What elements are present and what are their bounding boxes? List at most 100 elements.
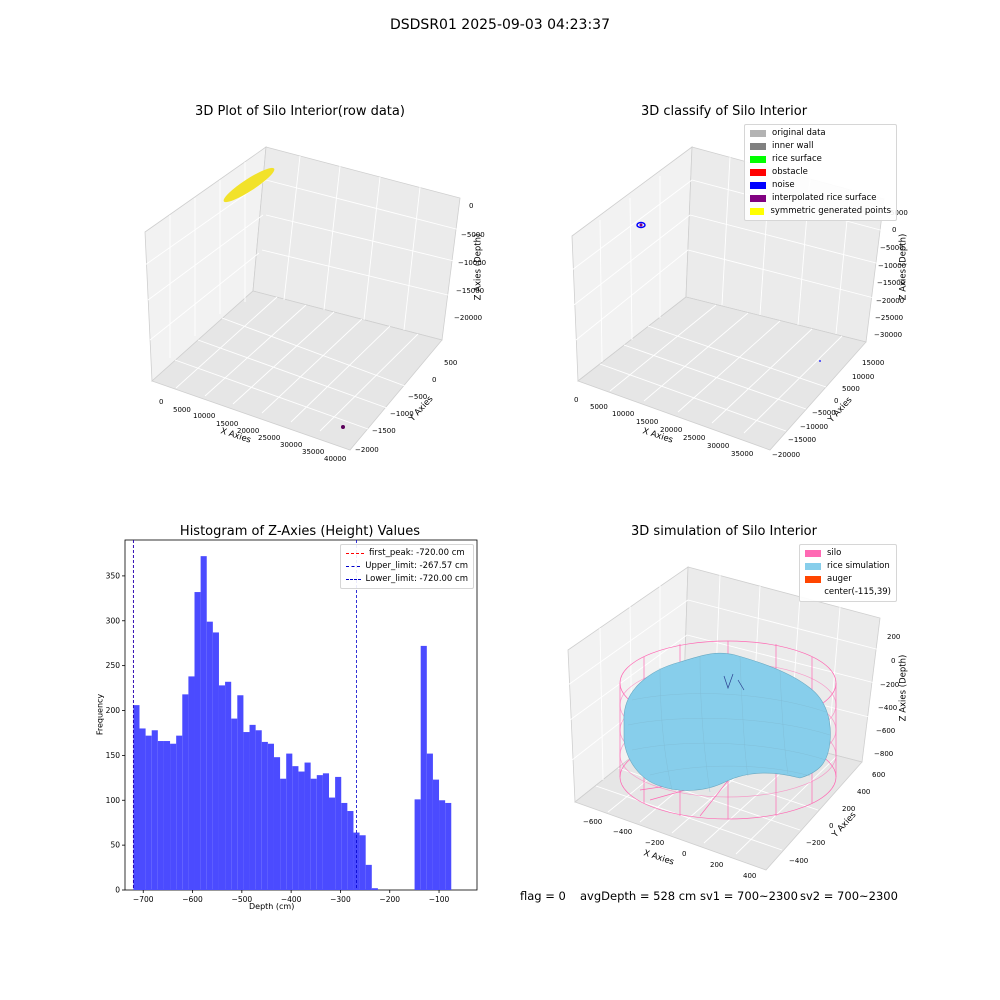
histogram-bar	[145, 735, 152, 890]
histogram-bar	[182, 694, 189, 890]
legend-swatch	[750, 208, 765, 215]
histogram-bar	[218, 685, 226, 890]
histogram-bar	[170, 743, 177, 890]
panel3-title: Histogram of Z-Axies (Height) Values	[179, 524, 421, 539]
histogram-vlines	[132, 540, 357, 890]
legend-item-rice-simulation: rice simulation	[805, 560, 891, 573]
legend-item-lower-limit: Lower_limit: -720.00 cm	[346, 573, 468, 586]
legend-item-center: center(-115,39)	[805, 586, 891, 599]
panel2-legend: original data inner wall rice surface ob…	[744, 124, 897, 221]
histogram-bar	[347, 811, 354, 890]
legend-swatch	[750, 169, 766, 176]
legend-label: inner wall	[772, 141, 814, 151]
legend-swatch	[750, 143, 766, 150]
histogram-bar	[176, 735, 183, 890]
legend-item-interpolated: interpolated rice surface	[750, 192, 891, 205]
legend-label: auger	[827, 574, 852, 584]
legend-swatch	[805, 550, 821, 557]
histogram-bar	[157, 741, 164, 890]
histogram-ytick-label: 200	[106, 706, 121, 715]
panel1-panes	[144, 146, 461, 451]
legend-label: interpolated rice surface	[772, 193, 877, 203]
histogram-bar	[304, 762, 311, 890]
footer-sv1: sv1 = 700~2300	[700, 889, 798, 903]
histogram-bar	[194, 592, 201, 890]
histogram-bar	[359, 835, 366, 890]
legend-label: Upper_limit: -267.57 cm	[365, 561, 468, 571]
panel1-title: 3D Plot of Silo Interior(row data)	[195, 104, 405, 119]
legend-swatch	[750, 156, 766, 163]
legend-swatch	[805, 589, 818, 596]
legend-swatch	[750, 182, 766, 189]
histogram-bar	[267, 743, 274, 890]
histogram-bar	[439, 800, 446, 890]
histogram-bar	[212, 632, 219, 890]
histogram-bar	[261, 741, 268, 890]
legend-item-silo: silo	[805, 547, 891, 560]
legend-label: silo	[827, 548, 842, 558]
histogram-bar	[292, 766, 299, 890]
histogram-bar	[237, 695, 244, 890]
histogram-xtick-label: −200	[379, 895, 400, 904]
legend-item-original-data: original data	[750, 127, 891, 140]
histogram-bar	[243, 732, 250, 890]
histogram-xtick-label: −100	[429, 895, 450, 904]
histogram-bar	[420, 645, 427, 890]
histogram-bar	[163, 741, 171, 890]
histogram-ytick-label: 350	[106, 571, 121, 580]
legend-item-auger: auger	[805, 573, 891, 586]
auger-marker	[723, 673, 745, 691]
histogram-bar	[335, 776, 342, 890]
histogram-bars	[133, 556, 452, 890]
histogram-bar	[426, 753, 433, 890]
legend-label: Lower_limit: -720.00 cm	[365, 574, 468, 584]
legend-label: obstacle	[772, 167, 808, 177]
legend-item-upper-limit: Upper_limit: -267.57 cm	[346, 560, 468, 573]
histogram-xtick-label: −600	[182, 895, 203, 904]
histogram-xlabel: Depth (cm)	[249, 902, 295, 911]
histogram-bar	[249, 724, 256, 890]
panel1-raw-points-cluster	[223, 167, 275, 203]
legend-label: symmetric generated points	[770, 206, 891, 216]
legend-label: center(-115,39)	[824, 587, 891, 597]
histogram-bar	[365, 864, 372, 890]
panel2-floor-pane	[577, 296, 867, 451]
legend-item-rice-surface: rice surface	[750, 153, 891, 166]
legend-swatch	[750, 195, 766, 202]
histogram-bar	[286, 753, 293, 890]
panel4-legend: silo rice simulation auger center(-115,3…	[799, 544, 897, 602]
histogram-bar	[133, 705, 140, 890]
histogram-xtick-label: −700	[133, 895, 154, 904]
histogram-bar	[231, 718, 238, 890]
histogram-bar	[273, 757, 281, 890]
panel2-noise-cluster	[636, 221, 646, 229]
legend-item-obstacle: obstacle	[750, 166, 891, 179]
histogram-bar	[329, 797, 336, 890]
legend-label: first_peak: -720.00 cm	[369, 548, 465, 558]
legend-item-first-peak: first_peak: -720.00 cm	[346, 547, 468, 560]
histogram-ytick-label: 50	[110, 841, 120, 850]
histogram-bar	[445, 802, 452, 890]
legend-label: noise	[772, 180, 795, 190]
histogram-bar	[280, 778, 287, 890]
histogram-bar	[414, 799, 421, 890]
histogram-xtick-label: −500	[232, 895, 253, 904]
legend-item-symmetric: symmetric generated points	[750, 205, 891, 218]
footer-sv2: sv2 = 700~2300	[800, 889, 898, 903]
histogram-bar	[225, 681, 232, 890]
panel1-floor-pane	[151, 290, 443, 451]
legend-swatch	[750, 130, 766, 137]
panel1-raw-point-outlier	[341, 425, 345, 429]
histogram-bar	[432, 779, 440, 890]
figure-suptitle: DSDSR01 2025-09-03 04:23:37	[389, 17, 610, 33]
histogram-bar	[188, 676, 195, 890]
panel2-interpolated-points	[639, 223, 643, 227]
legend-item-inner-wall: inner wall	[750, 140, 891, 153]
legend-swatch	[805, 576, 821, 583]
legend-swatch	[805, 563, 821, 570]
histogram-bar	[341, 802, 348, 890]
footer-avg-depth: avgDepth = 528 cm	[580, 889, 697, 903]
histogram-axes: −700 −600 −500 −400 −300 −200 −100 0 50 100 150 200…	[106, 571, 450, 904]
histogram-bar	[206, 621, 213, 890]
